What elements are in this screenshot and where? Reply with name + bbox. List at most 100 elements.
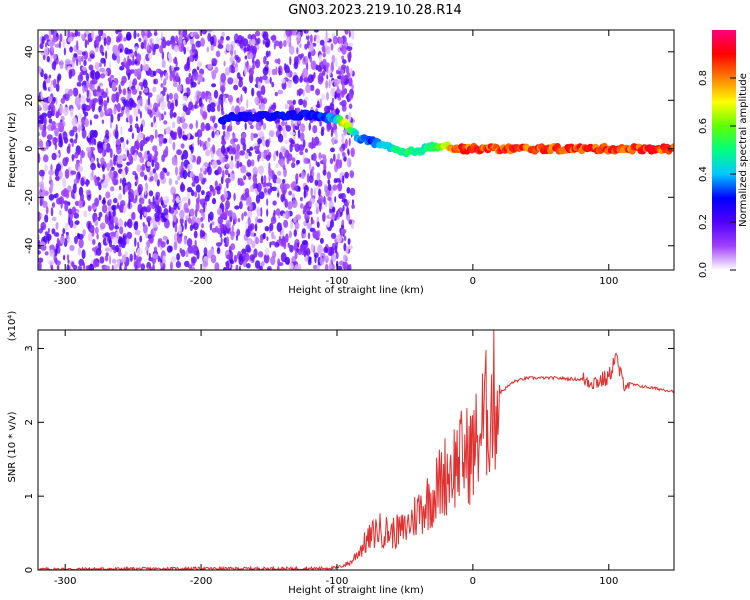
heatmap-noise-cell — [89, 119, 92, 126]
heatmap-noise-cell — [166, 93, 170, 102]
heatmap-noise-cell — [219, 152, 224, 163]
heatmap-noise-cell — [212, 58, 218, 65]
heatmap-noise-cell — [68, 88, 73, 97]
heatmap-noise-cell — [131, 88, 138, 95]
heatmap-noise-cell — [180, 143, 185, 149]
heatmap-noise-cell — [322, 52, 326, 58]
heatmap-noise-cell — [304, 255, 309, 262]
heatmap-noise-cell — [273, 151, 276, 162]
heatmap-noise-cell — [48, 96, 53, 103]
heatmap-noise-cell — [135, 178, 139, 185]
heatmap-noise-cell — [220, 140, 227, 145]
heatmap-noise-cell — [68, 216, 71, 226]
heatmap-noise-cell — [266, 149, 270, 154]
heatmap-noise-cell — [139, 90, 142, 96]
colorbar-tick-label: 0.0 — [698, 262, 709, 278]
heatmap-noise-cell — [339, 207, 343, 213]
heatmap-noise-cell — [252, 166, 258, 176]
heatmap-noise-cell — [227, 173, 231, 178]
heatmap-noise-cell — [145, 64, 150, 72]
heatmap-noise-cell — [275, 163, 279, 168]
heatmap-noise-cell — [126, 231, 133, 240]
heatmap-noise-cell — [332, 206, 336, 213]
heatmap-noise-cell — [344, 30, 349, 35]
heatmap-noise-cell — [124, 47, 129, 55]
heatmap-noise-cell — [139, 145, 144, 152]
heatmap-noise-cell — [106, 108, 110, 114]
heatmap-noise-cell — [297, 37, 301, 42]
heatmap-noise-cell — [160, 31, 163, 40]
heatmap-noise-cell — [117, 259, 120, 268]
heatmap-noise-cell — [176, 149, 183, 156]
heatmap-noise-cell — [310, 243, 314, 252]
heatmap-noise-cell — [40, 212, 43, 219]
heatmap-noise-cell — [316, 33, 320, 44]
heatmap-noise-cell — [152, 223, 158, 228]
heatmap-noise-cell — [152, 253, 159, 259]
heatmap-noise-cell — [347, 149, 350, 156]
snr-x-tick-label: -100 — [326, 576, 349, 587]
heatmap-noise-cell — [211, 197, 217, 205]
heatmap-noise-cell — [226, 254, 232, 260]
heatmap-noise-cell — [274, 91, 278, 97]
heatmap-noise-cell — [78, 112, 83, 120]
heatmap-noise-cell — [230, 50, 234, 56]
heatmap-noise-cell — [338, 36, 344, 46]
heatmap-noise-cell — [160, 252, 164, 260]
heatmap-noise-cell — [114, 129, 119, 140]
heatmap-noise-cell — [179, 247, 182, 254]
heatmap-noise-cell — [331, 54, 336, 64]
heatmap-noise-cell — [163, 120, 168, 125]
heatmap-noise-cell — [85, 189, 92, 196]
heatmap-noise-cell — [74, 30, 78, 37]
heatmap-noise-cell — [167, 52, 172, 60]
heatmap-noise-cell — [342, 205, 345, 212]
heatmap-noise-cell — [136, 133, 143, 141]
heatmap-noise-cell — [279, 182, 286, 191]
heatmap-noise-cell — [121, 106, 125, 111]
heatmap-noise-cell — [335, 57, 338, 67]
heatmap-noise-cell — [51, 202, 56, 208]
heatmap-noise-cell — [274, 40, 280, 47]
heatmap-noise-cell — [265, 154, 271, 161]
heatmap-noise-cell — [225, 131, 231, 138]
heatmap-noise-cell — [310, 187, 314, 197]
heatmap-noise-cell — [321, 93, 326, 102]
heatmap-noise-cell — [163, 111, 167, 116]
snr-panel: -300 -200 -100 0 100 0 1 2 3 Height of straight… — [7, 311, 675, 596]
heatmap-x-tick-label: -300 — [54, 276, 77, 287]
heatmap-noise-cell — [294, 250, 298, 260]
heatmap-noise-cell — [327, 196, 332, 201]
heatmap-noise-cell — [194, 132, 199, 138]
heatmap-noise-cell — [287, 201, 293, 210]
heatmap-noise-cell — [325, 189, 331, 197]
heatmap-noise-cell — [214, 225, 219, 233]
heatmap-noise-cell — [216, 149, 220, 156]
heatmap-noise-cell — [139, 235, 143, 243]
heatmap-noise-cell — [255, 30, 261, 37]
heatmap-noise-cell — [203, 162, 209, 168]
heatmap-noise-cell — [277, 170, 282, 176]
heatmap-noise-cell — [290, 118, 294, 128]
heatmap-noise-cell — [102, 164, 105, 172]
heatmap-noise-cell — [315, 202, 319, 209]
heatmap-noise-cell — [347, 238, 351, 245]
heatmap-noise-cell — [342, 59, 347, 64]
heatmap-noise-cell — [248, 67, 254, 76]
heatmap-noise-cell — [147, 267, 150, 270]
heatmap-noise-cell — [91, 202, 95, 209]
heatmap-noise-cell — [123, 57, 127, 65]
heatmap-noise-cell — [292, 74, 299, 84]
heatmap-noise-cell — [290, 139, 295, 145]
heatmap-noise-cell — [140, 42, 145, 50]
heatmap-noise-cell — [266, 182, 272, 187]
heatmap-noise-cell — [116, 145, 122, 155]
heatmap-noise-cell — [101, 91, 108, 99]
heatmap-noise-cell — [88, 64, 94, 71]
heatmap-noise-cell — [214, 180, 218, 188]
heatmap-noise-cell — [336, 234, 343, 244]
heatmap-noise-cell — [143, 39, 147, 50]
heatmap-noise-cell — [53, 62, 56, 71]
heatmap-noise-cell — [288, 45, 295, 55]
heatmap-noise-cell — [127, 73, 130, 81]
